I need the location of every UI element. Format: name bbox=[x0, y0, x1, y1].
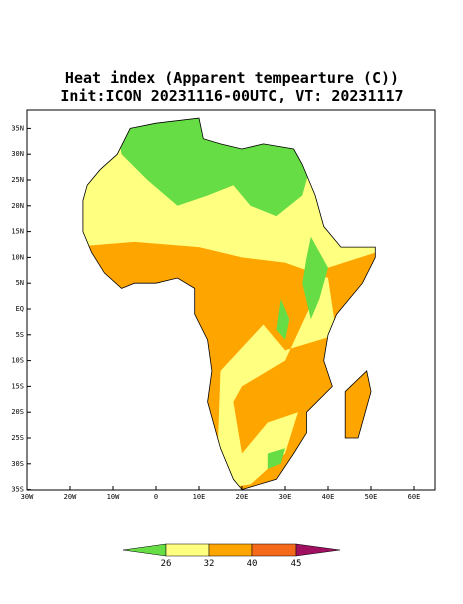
lat-label: 20N bbox=[11, 202, 24, 210]
region-green-lakes bbox=[276, 298, 290, 340]
title-line2: Init:ICON 20231116-00UTC, VT: 20231117 bbox=[60, 87, 403, 105]
lat-label: 30N bbox=[11, 150, 24, 158]
colorbar-label: 45 bbox=[291, 559, 302, 569]
coast bbox=[82, 117, 376, 491]
colorbar-low bbox=[122, 543, 167, 557]
lon-label: 40E bbox=[322, 493, 335, 501]
colorbar-label: 40 bbox=[247, 559, 258, 569]
lat-label: 10S bbox=[11, 357, 24, 365]
lon-label: 60E bbox=[408, 493, 421, 501]
lat-label: 5S bbox=[16, 331, 24, 339]
region-yellow bbox=[82, 118, 376, 490]
colorbar-bin bbox=[208, 543, 253, 557]
lon-label: 0 bbox=[154, 493, 158, 501]
lon-label: 50E bbox=[365, 493, 378, 501]
lon-label: 30E bbox=[279, 493, 292, 501]
lat-label: 35N bbox=[11, 124, 24, 132]
colorbar-bin bbox=[251, 543, 297, 557]
colorbar-bin bbox=[165, 543, 210, 557]
colorbar-label: 26 bbox=[161, 559, 172, 569]
lon-label: 10W bbox=[107, 493, 120, 501]
land bbox=[82, 117, 376, 491]
madagascar bbox=[344, 370, 372, 439]
region-green-east bbox=[302, 236, 328, 320]
lon-label: 30W bbox=[21, 493, 34, 501]
lon-label: 20W bbox=[64, 493, 77, 501]
lat-label: EQ bbox=[16, 305, 24, 313]
lat-label: 15S bbox=[11, 382, 24, 390]
lon-label: 10E bbox=[193, 493, 206, 501]
lon-label: 20E bbox=[236, 493, 249, 501]
colorbar-high bbox=[295, 543, 341, 557]
lat-label: 10N bbox=[11, 253, 24, 261]
lat-label: 5N bbox=[16, 279, 24, 287]
title-line1: Heat index (Apparent tempearture (C)) bbox=[65, 69, 399, 87]
lat-label: 25N bbox=[11, 176, 24, 184]
lat-label: 30S bbox=[11, 460, 24, 468]
colorbar-label: 32 bbox=[204, 559, 215, 569]
lat-label: 25S bbox=[11, 434, 24, 442]
lat-label: 15N bbox=[11, 228, 24, 236]
lat-label: 35S bbox=[11, 486, 24, 494]
region-green-south bbox=[267, 448, 285, 469]
lat-label: 20S bbox=[11, 408, 24, 416]
land-fill bbox=[82, 118, 376, 490]
